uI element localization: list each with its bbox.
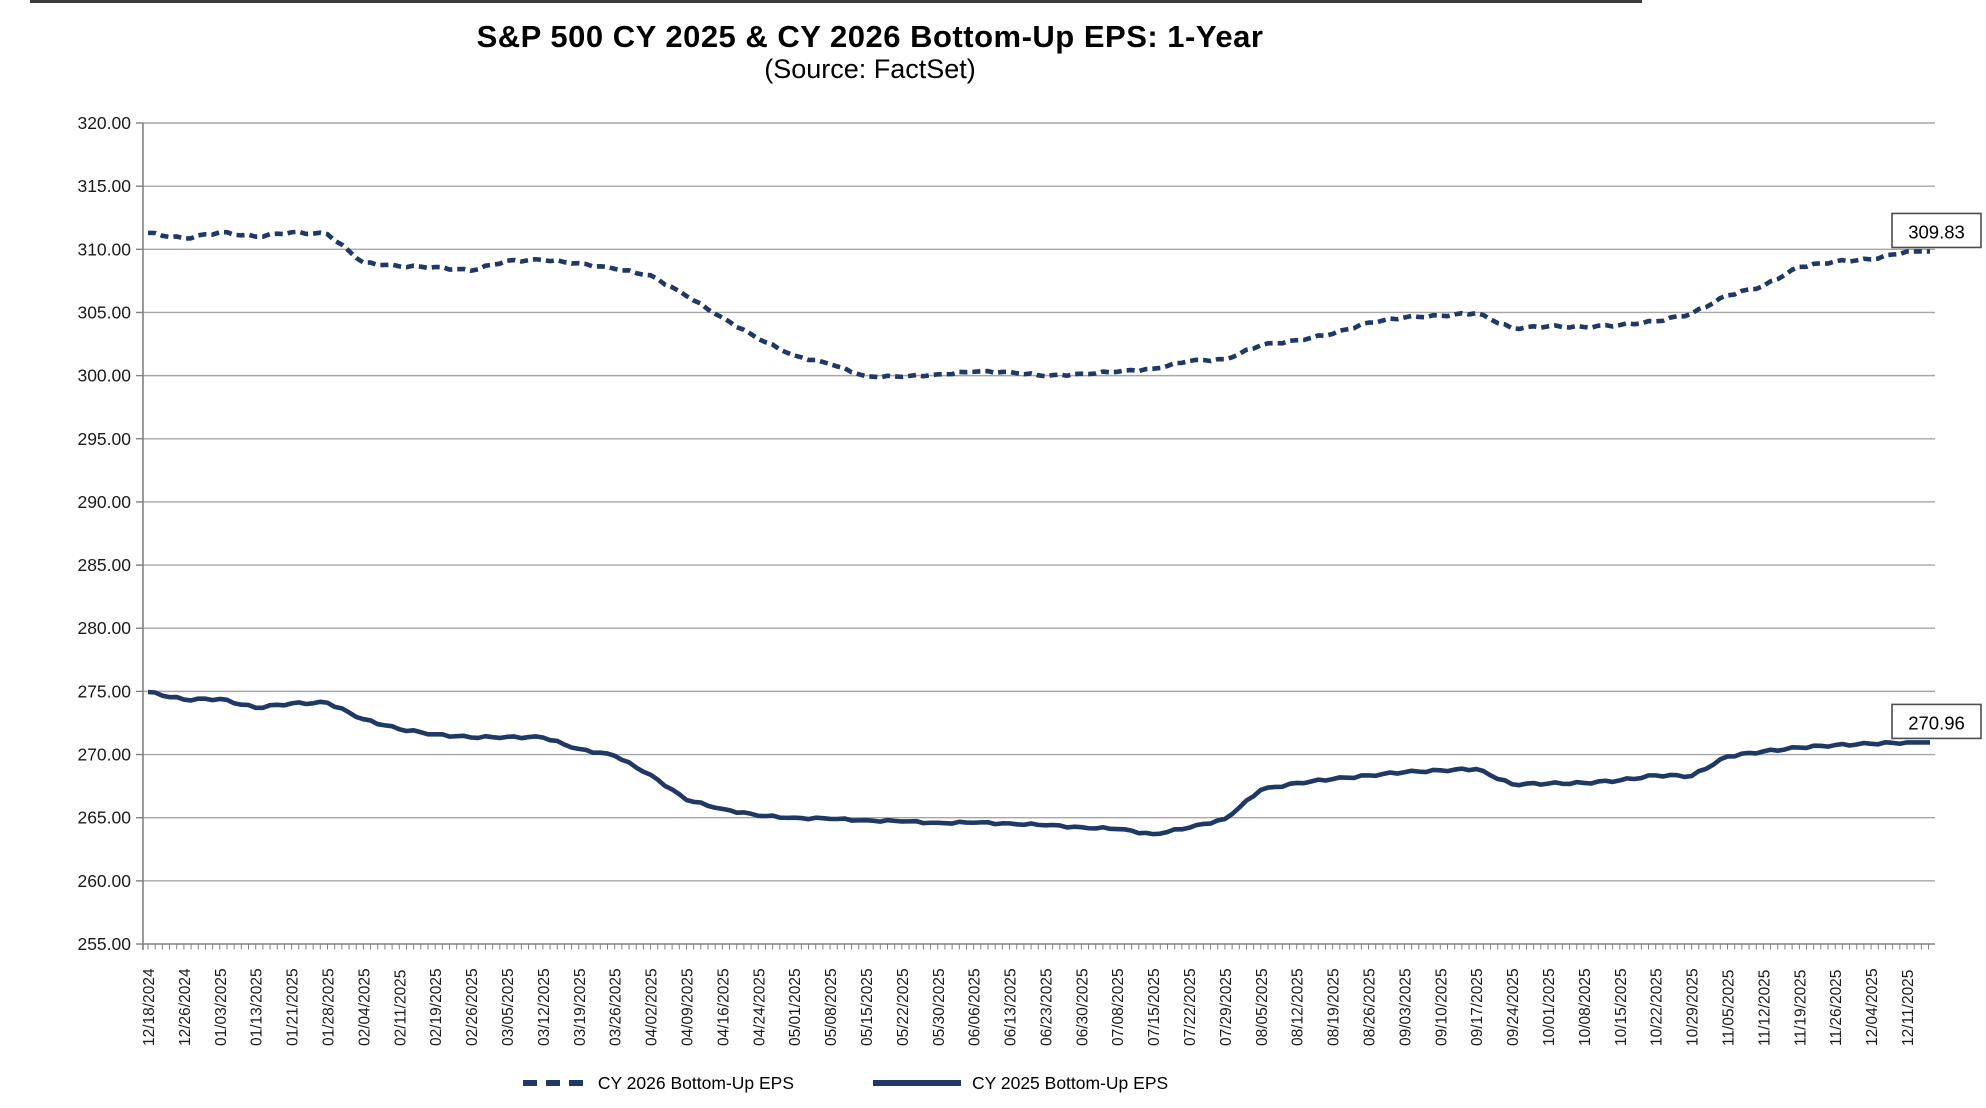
x-tick-label: 10/29/2025 <box>1685 968 1702 1046</box>
x-tick-label: 05/15/2025 <box>859 968 876 1046</box>
y-tick-label: 275.00 <box>77 681 131 701</box>
x-tick-label: 01/13/2025 <box>249 968 266 1046</box>
x-tick-label: 01/03/2025 <box>213 968 230 1046</box>
x-tick-label: 07/29/2025 <box>1218 968 1235 1046</box>
x-tick-label: 02/19/2025 <box>428 968 445 1046</box>
x-tick-label: 07/08/2025 <box>1110 968 1127 1046</box>
x-tick-label: 05/08/2025 <box>823 968 840 1046</box>
x-tick-label: 04/16/2025 <box>715 968 732 1046</box>
cy2026-series-line <box>147 229 1930 380</box>
legend-label-cy2026: CY 2026 Bottom-Up EPS <box>597 1072 794 1093</box>
cy2026-end-label: 309.83 <box>1908 221 1965 242</box>
x-tick-label: 10/22/2025 <box>1649 968 1666 1046</box>
x-tick-label: 01/21/2025 <box>285 968 302 1046</box>
chart-subtitle: (Source: FactSet) <box>764 54 976 84</box>
x-tick-label: 09/24/2025 <box>1505 968 1522 1046</box>
x-tick-label: 10/08/2025 <box>1577 968 1594 1046</box>
y-tick-label: 255.00 <box>77 934 131 954</box>
chart-legend: CY 2026 Bottom-Up EPS CY 2025 Bottom-Up … <box>0 1066 1690 1100</box>
x-tick-label: 07/22/2025 <box>1182 968 1199 1046</box>
x-tick-label: 11/12/2025 <box>1756 970 1773 1046</box>
legend-item-cy2026: CY 2026 Bottom-Up EPS <box>522 1073 794 1094</box>
x-tick-label: 10/01/2025 <box>1541 968 1558 1046</box>
y-tick-label: 310.00 <box>77 239 131 259</box>
x-tick-label: 04/09/2025 <box>679 968 696 1046</box>
x-tick-label: 03/12/2025 <box>536 968 553 1046</box>
y-tick-label: 285.00 <box>77 555 131 575</box>
x-tick-label: 07/15/2025 <box>1146 968 1163 1046</box>
x-tick-label: 11/05/2025 <box>1721 970 1738 1046</box>
x-tick-label: 08/12/2025 <box>1290 968 1307 1046</box>
cy2025-end-label-box <box>1891 703 1982 740</box>
x-tick-label: 11/26/2025 <box>1828 970 1845 1046</box>
y-tick-label: 305.00 <box>77 302 131 322</box>
y-tick-label: 295.00 <box>77 429 131 449</box>
x-tick-label: 12/11/2025 <box>1900 970 1917 1046</box>
x-tick-label: 05/30/2025 <box>931 968 948 1046</box>
x-tick-label: 05/22/2025 <box>895 968 912 1046</box>
x-tick-label: 04/02/2025 <box>644 968 661 1046</box>
x-tick-label: 10/15/2025 <box>1613 968 1630 1046</box>
x-tick-label: 06/23/2025 <box>1038 968 1055 1046</box>
y-tick-label: 270.00 <box>77 745 131 765</box>
x-tick-label: 09/17/2025 <box>1469 968 1486 1046</box>
cy2025-end-label: 270.96 <box>1908 712 1965 733</box>
x-tick-label: 02/11/2025 <box>392 970 409 1046</box>
chart-title: S&P 500 CY 2025 & CY 2026 Bottom-Up EPS:… <box>476 19 1264 54</box>
window-top-border <box>30 0 1642 3</box>
x-tick-label: 12/18/2024 <box>141 968 158 1046</box>
x-tick-label: 05/01/2025 <box>787 968 804 1046</box>
cy2026-end-label-box <box>1891 212 1982 249</box>
x-tick-label: 02/26/2025 <box>464 968 481 1046</box>
x-tick-label: 03/19/2025 <box>572 968 589 1046</box>
y-tick-label: 260.00 <box>77 871 131 891</box>
x-tick-label: 06/30/2025 <box>1074 968 1091 1046</box>
x-tick-label: 12/26/2024 <box>177 968 194 1046</box>
y-tick-label: 320.00 <box>77 113 131 133</box>
x-tick-label: 09/03/2025 <box>1397 968 1414 1046</box>
cy2025-series-line <box>147 689 1930 837</box>
x-tick-label: 08/26/2025 <box>1362 968 1379 1046</box>
x-tick-label: 09/10/2025 <box>1433 968 1450 1046</box>
x-tick-label: 12/04/2025 <box>1864 968 1881 1046</box>
legend-item-cy2025: CY 2025 Bottom-Up EPS <box>872 1073 1168 1094</box>
x-tick-label: 06/06/2025 <box>967 968 984 1046</box>
x-tick-label: 06/13/2025 <box>1003 968 1020 1046</box>
y-tick-label: 280.00 <box>77 618 131 638</box>
legend-label-cy2025: CY 2025 Bottom-Up EPS <box>972 1072 1169 1093</box>
y-tick-label: 300.00 <box>77 366 131 386</box>
y-tick-label: 265.00 <box>77 808 131 828</box>
x-tick-label: 03/26/2025 <box>608 968 625 1046</box>
x-tick-label: 04/24/2025 <box>751 968 768 1046</box>
dashed-line-swatch-icon <box>522 1080 587 1086</box>
x-tick-label: 08/19/2025 <box>1326 968 1343 1046</box>
x-tick-label: 03/05/2025 <box>500 968 517 1046</box>
x-tick-label: 08/05/2025 <box>1254 968 1271 1046</box>
solid-line-swatch-icon <box>873 1080 961 1086</box>
x-tick-label: 01/28/2025 <box>320 968 337 1046</box>
x-tick-label: 02/04/2025 <box>356 968 373 1046</box>
y-tick-label: 315.00 <box>77 176 131 196</box>
y-tick-label: 290.00 <box>77 492 131 512</box>
chart-header: S&P 500 CY 2025 & CY 2026 Bottom-Up EPS:… <box>0 20 1740 85</box>
x-tick-label: 11/19/2025 <box>1792 970 1809 1046</box>
